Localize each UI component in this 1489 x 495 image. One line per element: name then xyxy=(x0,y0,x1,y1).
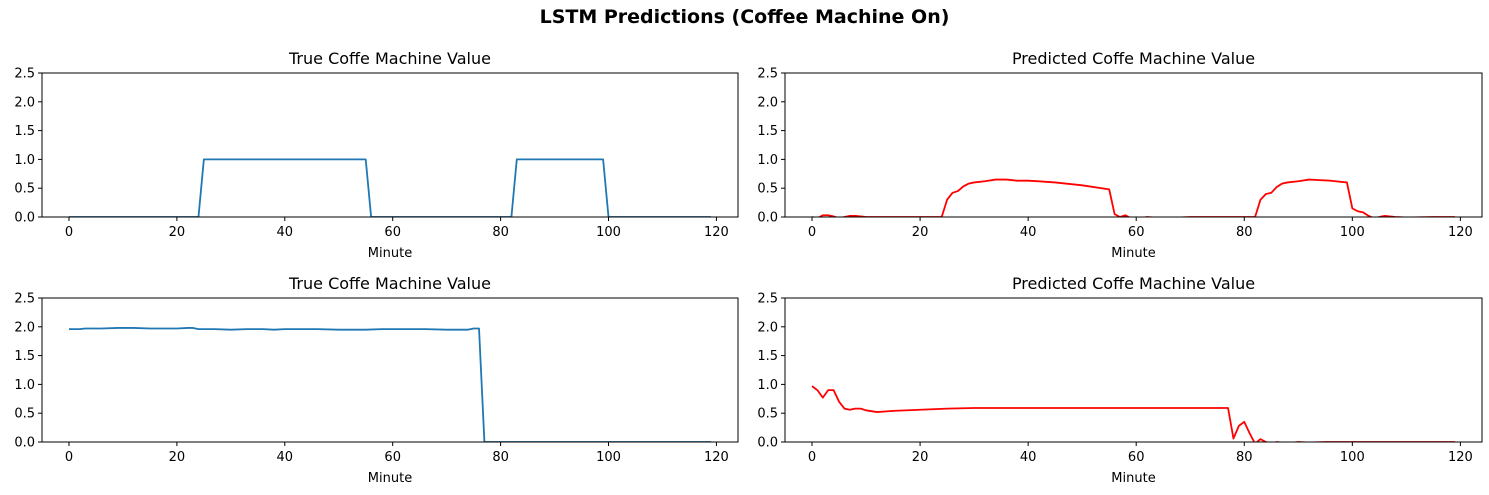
plot-frame-3 xyxy=(41,297,739,443)
y-tick-label-2-2.0: 2.0 xyxy=(757,95,778,110)
y-tick-label-4-1.5: 1.5 xyxy=(757,349,778,364)
x-tick-label-4-0: 0 xyxy=(808,450,816,465)
x-tick-label-3-20: 20 xyxy=(169,450,186,465)
y-tick-label-2-1.0: 1.0 xyxy=(757,153,778,168)
x-tick-label-1-80: 80 xyxy=(492,225,509,240)
x-tick-label-3-0: 0 xyxy=(65,450,73,465)
series-line-2-1 xyxy=(812,178,1455,217)
figure-suptitle: LSTM Predictions (Coffee Machine On) xyxy=(539,6,950,28)
x-tick-label-3-120: 120 xyxy=(704,450,729,465)
y-tick-label-3-2.0: 2.0 xyxy=(14,320,35,335)
x-tick-label-4-120: 120 xyxy=(1448,450,1473,465)
y-tick-label-4-0.0: 0.0 xyxy=(757,436,778,451)
x-tick-label-2-20: 20 xyxy=(912,225,929,240)
y-tick-label-1-2.5: 2.5 xyxy=(14,67,35,82)
y-tick-label-3-0.5: 0.5 xyxy=(14,407,35,422)
series-line-3-1 xyxy=(68,327,712,442)
y-tick-label-3-1.0: 1.0 xyxy=(14,378,35,393)
x-tick-label-2-40: 40 xyxy=(1020,225,1037,240)
series-line-1-1 xyxy=(68,158,712,217)
y-tick-label-2-0.5: 0.5 xyxy=(757,182,778,197)
x-tick-label-2-60: 60 xyxy=(1128,225,1145,240)
plot-frame-1 xyxy=(41,72,739,218)
plot-frame-4 xyxy=(784,297,1483,443)
y-tick-label-2-0.0: 0.0 xyxy=(757,211,778,226)
x-axis-label-1: Minute xyxy=(368,246,412,261)
series-line-4-1 xyxy=(811,385,1455,442)
x-tick-label-1-100: 100 xyxy=(596,225,621,240)
x-tick-label-1-0: 0 xyxy=(65,225,73,240)
y-tick-label-4-0.5: 0.5 xyxy=(757,407,778,422)
y-tick-label-1-1.0: 1.0 xyxy=(14,153,35,168)
x-tick-label-3-60: 60 xyxy=(384,450,401,465)
y-tick-label-1-0.0: 0.0 xyxy=(14,211,35,226)
x-tick-label-2-0: 0 xyxy=(808,225,816,240)
y-tick-label-1-1.5: 1.5 xyxy=(14,124,35,139)
x-tick-label-3-100: 100 xyxy=(596,450,621,465)
x-axis-label-3: Minute xyxy=(368,471,412,486)
y-tick-label-2-2.5: 2.5 xyxy=(757,67,778,82)
subplot-title-3: True Coffe Machine Value xyxy=(288,274,491,293)
x-tick-label-2-80: 80 xyxy=(1236,225,1253,240)
x-tick-label-2-120: 120 xyxy=(1448,225,1473,240)
y-tick-label-3-2.5: 2.5 xyxy=(14,292,35,307)
x-tick-label-1-60: 60 xyxy=(384,225,401,240)
x-tick-label-1-40: 40 xyxy=(277,225,294,240)
subplot-title-1: True Coffe Machine Value xyxy=(288,49,491,68)
y-tick-label-1-0.5: 0.5 xyxy=(14,182,35,197)
x-axis-label-4: Minute xyxy=(1111,471,1155,486)
x-tick-label-3-40: 40 xyxy=(277,450,294,465)
x-tick-label-4-100: 100 xyxy=(1340,450,1365,465)
subplot-title-2: Predicted Coffe Machine Value xyxy=(1012,49,1255,68)
subplot-title-4: Predicted Coffe Machine Value xyxy=(1012,274,1255,293)
x-tick-label-4-60: 60 xyxy=(1128,450,1145,465)
y-tick-label-4-2.0: 2.0 xyxy=(757,320,778,335)
x-tick-label-1-120: 120 xyxy=(704,225,729,240)
x-tick-label-4-40: 40 xyxy=(1020,450,1037,465)
y-tick-label-3-0.0: 0.0 xyxy=(14,436,35,451)
x-tick-label-3-80: 80 xyxy=(492,450,509,465)
y-tick-label-4-1.0: 1.0 xyxy=(757,378,778,393)
y-tick-label-1-2.0: 2.0 xyxy=(14,95,35,110)
y-tick-label-2-1.5: 1.5 xyxy=(757,124,778,139)
x-tick-label-4-20: 20 xyxy=(912,450,929,465)
x-tick-label-4-80: 80 xyxy=(1236,450,1253,465)
y-tick-label-3-1.5: 1.5 xyxy=(14,349,35,364)
plot-frame-2 xyxy=(784,72,1483,218)
x-tick-label-1-20: 20 xyxy=(169,225,186,240)
x-tick-label-2-100: 100 xyxy=(1340,225,1365,240)
x-axis-label-2: Minute xyxy=(1111,246,1155,261)
y-tick-label-4-2.5: 2.5 xyxy=(757,292,778,307)
